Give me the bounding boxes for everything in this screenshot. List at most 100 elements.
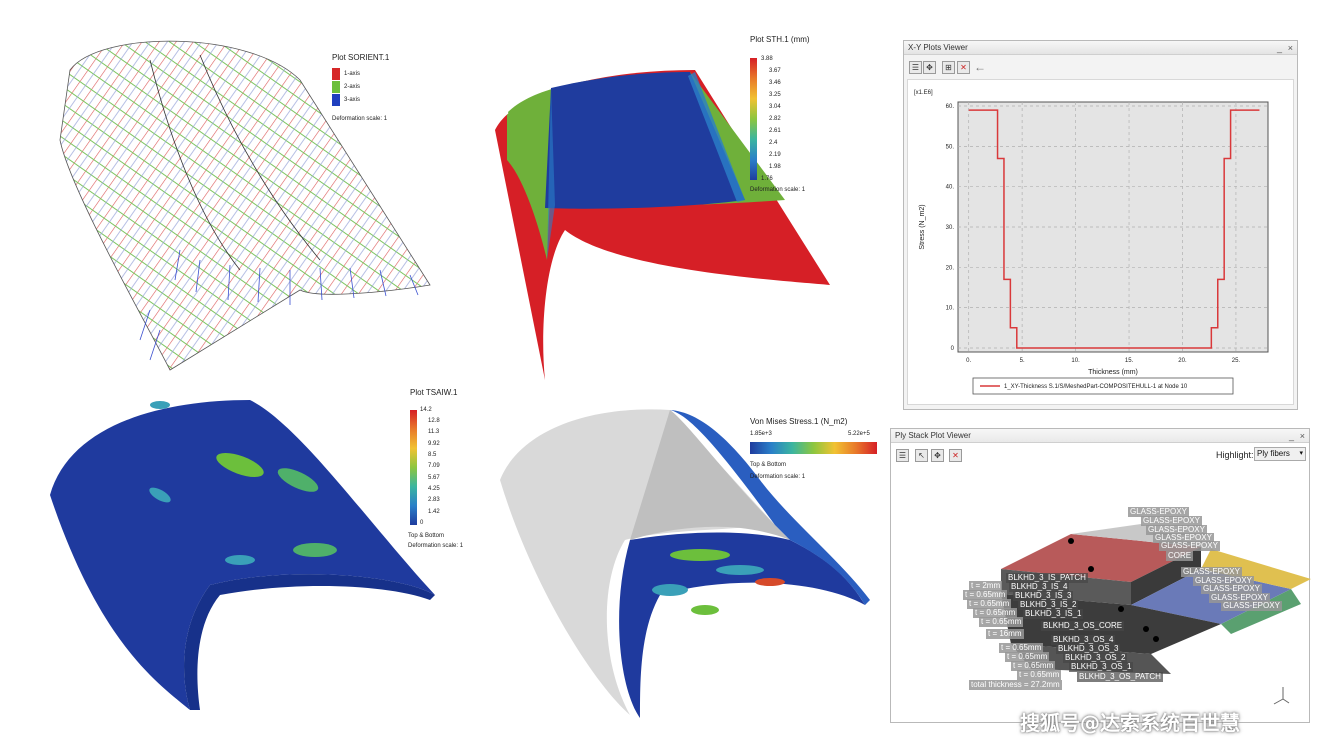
thickness-tick: 2.19 xyxy=(769,152,781,158)
thickness-title: Plot STH.1 (mm) xyxy=(750,35,810,44)
thickness-tick: 1.76 xyxy=(761,176,773,182)
y-tick-label: 40. xyxy=(946,185,955,191)
thickness-tick: 2.82 xyxy=(769,116,781,122)
xy-chart: 0 10. 20. 30. 40. 50. 60. 0. 5. 10. 15. 20. 25. [x1.E… xyxy=(914,90,1269,395)
ply-thickness-label: t = 0.65mm xyxy=(999,643,1044,653)
xy-plot-area: 0 10. 20. 30. 40. 50. 60. 0. 5. 10. 15. 20. 25. [x1.E… xyxy=(907,79,1294,405)
tsaiw-tick: 12.8 xyxy=(428,418,440,424)
watermark: 搜狐号@达索系统百世慧 xyxy=(1020,711,1240,735)
thickness-tick: 3.25 xyxy=(769,92,781,98)
vonmises-note: Top & Bottom xyxy=(750,462,787,468)
tsaiw-colorbar xyxy=(410,410,417,525)
tsaiw-title: Plot TSAIW.1 xyxy=(410,388,458,397)
ply-material-label: GLASS-EPOXY xyxy=(1146,525,1207,535)
fit-all-icon[interactable]: ✥ xyxy=(931,449,944,462)
ply-name-label: BLKHD_3_IS_4 xyxy=(1009,582,1070,592)
thickness-tick: 3.04 xyxy=(769,104,781,110)
chevron-down-icon: ▾ xyxy=(1299,450,1303,457)
thickness-deformation: Deformation scale: 1 xyxy=(750,187,806,193)
x-tick-label: 20. xyxy=(1178,358,1187,364)
tsaiw-deformation: Deformation scale: 1 xyxy=(408,543,464,549)
ply-material-label: CORE xyxy=(1166,551,1194,561)
legend-box xyxy=(972,377,1234,395)
y-tick-label: 10. xyxy=(946,306,955,312)
tsaiw-tick: 4.25 xyxy=(428,486,440,492)
select-icon[interactable]: ↖ xyxy=(915,449,928,462)
x-tick-label: 15. xyxy=(1125,358,1134,364)
ply-close-button[interactable]: × xyxy=(1299,431,1305,441)
tsaiw-tick: 0 xyxy=(420,520,424,526)
y-tick-label: 30. xyxy=(946,225,955,231)
tsaiw-note: Top & Bottom xyxy=(408,533,445,539)
tsaiw-tick: 9.92 xyxy=(428,441,440,447)
tsaiw-tick: 8.5 xyxy=(428,452,437,458)
x-tick-label: 10. xyxy=(1071,358,1080,364)
ply-window-titlebar: Ply Stack Plot Viewer xyxy=(891,429,1309,443)
xy-close-button[interactable]: × xyxy=(1287,43,1293,53)
legend-label-1-axis: 1-axis xyxy=(344,71,361,77)
ply-name-label: BLKHD_3_OS_CORE xyxy=(1041,621,1125,631)
tsaiw-tick: 7.09 xyxy=(428,463,440,469)
ply-name-label: BLKHD_3_OS_2 xyxy=(1063,653,1128,663)
chart-options-icon[interactable]: ⊞ xyxy=(942,61,955,74)
panel-tsaiw: Plot TSAIW.1 14.2 12.8 11.3 9.92 8.5 7.0… xyxy=(40,385,490,715)
tsaiw-tick: 2.83 xyxy=(428,497,440,503)
ply-name-label: BLKHD_3_OS_1 xyxy=(1069,662,1134,672)
tsaiw-tick: 5.67 xyxy=(428,475,440,481)
xy-plots-viewer-window: X-Y Plots Viewer _ × ☰ ✥ ⊞ ✕ ← 0 10. 20. 30… xyxy=(903,40,1298,410)
vonmises-min: 1.85e+3 xyxy=(750,431,772,437)
list-icon[interactable]: ☰ xyxy=(909,61,922,74)
x-tick-label: 25. xyxy=(1232,358,1241,364)
ply-thickness-label: t = 0.65mm xyxy=(973,608,1018,618)
x-tick-label: 0. xyxy=(966,358,971,364)
ply-name-label: BLKHD_3_IS_2 xyxy=(1018,600,1079,610)
vonmises-colorbar xyxy=(750,442,877,454)
panel-vonmises: Von Mises Stress.1 (N_m2) 1.85e+3 5.22e+… xyxy=(490,400,890,720)
legend-label-3-axis: 3-axis xyxy=(344,97,361,103)
ply-material-label: GLASS-EPOXY xyxy=(1221,601,1282,611)
ply-minimize-button[interactable]: _ xyxy=(1288,431,1294,441)
ply-thickness-label: t = 0.65mm xyxy=(967,599,1012,609)
ply-thickness-label: t = 0.65mm xyxy=(963,590,1008,600)
ply-material-label: GLASS-EPOXY xyxy=(1159,541,1220,551)
thickness-colorbar xyxy=(750,58,757,180)
x-axis-label: Thickness (mm) xyxy=(1088,369,1138,376)
ply-material-label: GLASS-EPOXY xyxy=(1209,593,1270,603)
fit-all-icon[interactable]: ✥ xyxy=(923,61,936,74)
delete-icon[interactable]: ✕ xyxy=(949,449,962,462)
y-multiplier-label: [x1.E6] xyxy=(914,90,933,96)
legend-swatch-1-axis xyxy=(332,68,340,80)
ply-thickness-label: t = 16mm xyxy=(986,629,1024,639)
ply-name-label: BLKHD_3_OS_3 xyxy=(1056,644,1121,654)
ply-name-label: BLKHD_3_OS_4 xyxy=(1051,635,1116,645)
tsaiw-shell-graphic xyxy=(50,400,435,710)
list-icon[interactable]: ☰ xyxy=(896,449,909,462)
orientation-shell-graphic xyxy=(59,40,431,371)
ply-material-label: GLASS-EPOXY xyxy=(1153,533,1214,543)
panel-orientation: Plot SORIENT.1 1-axis 2-axis 3-axis Defo… xyxy=(0,0,460,380)
delete-icon[interactable]: ✕ xyxy=(957,61,970,74)
highlight-select[interactable]: Ply fibers ▾ xyxy=(1254,447,1306,461)
thickness-tick: 2.4 xyxy=(769,140,778,146)
y-axis-label: Stress (N_m2) xyxy=(919,204,926,249)
legend-swatch-3-axis xyxy=(332,94,340,106)
ply-material-label: GLASS-EPOXY xyxy=(1128,507,1189,517)
y-tick-label: 20. xyxy=(946,265,955,271)
ply-thickness-label: t = 0.65mm xyxy=(1017,670,1062,680)
legend-label: 1_XY-Thickness S.1/S/MeshedPart-COMPOSIT… xyxy=(1004,384,1188,390)
ply-thickness-label: t = 0.65mm xyxy=(1005,652,1050,662)
legend-label-2-axis: 2-axis xyxy=(344,84,361,90)
x-tick-label: 5. xyxy=(1020,358,1025,364)
tsaiw-tick: 11.3 xyxy=(428,429,440,435)
ply-name-label: BLKHD_3_IS_3 xyxy=(1013,591,1074,601)
back-arrow-icon[interactable]: ← xyxy=(974,60,986,74)
xy-window-titlebar: X-Y Plots Viewer xyxy=(904,41,1297,55)
legend-swatch-2-axis xyxy=(332,81,340,93)
ply-name-label: BLKHD_3_IS_PATCH xyxy=(1006,573,1088,583)
orientation-title: Plot SORIENT.1 xyxy=(332,53,390,62)
tsaiw-tick: 14.2 xyxy=(420,407,432,413)
xy-minimize-button[interactable]: _ xyxy=(1276,43,1282,53)
thickness-tick: 3.67 xyxy=(769,68,781,74)
thickness-tick: 3.46 xyxy=(769,80,781,86)
vonmises-title: Von Mises Stress.1 (N_m2) xyxy=(750,417,848,426)
